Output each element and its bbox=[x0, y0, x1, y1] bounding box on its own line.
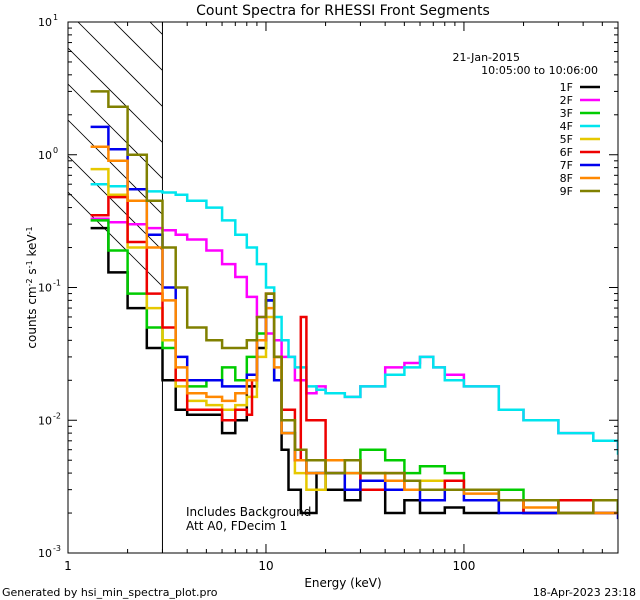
series-line-6f bbox=[90, 195, 618, 515]
chart-title: Count Spectra for RHESSI Front Segments bbox=[196, 3, 490, 19]
series-line-8f bbox=[90, 145, 618, 515]
series-line-2f bbox=[90, 217, 618, 450]
annotation-attenuator: Att A0, FDecim 1 bbox=[186, 519, 287, 533]
x-tick-label: 1 bbox=[64, 559, 72, 573]
x-tick-label: 10 bbox=[258, 559, 273, 573]
y-tick-label: 10 bbox=[38, 414, 52, 427]
y-tick-label: 10 bbox=[38, 282, 52, 295]
time-range-label: 10:05:00 to 10:06:00 bbox=[481, 64, 598, 77]
legend-label: 1F bbox=[560, 81, 573, 94]
hatch-line bbox=[149, 22, 163, 35]
hatch-line bbox=[77, 22, 163, 107]
hatch-line bbox=[68, 83, 163, 179]
hatched-region bbox=[68, 22, 163, 553]
y-tick-exponent: -1 bbox=[53, 279, 61, 288]
footer-generator: Generated by hsi_min_spectra_plot.pro bbox=[2, 586, 218, 599]
legend-label: 9F bbox=[560, 185, 573, 198]
annotation-background: Includes Background bbox=[186, 505, 311, 519]
y-tick-label: 10 bbox=[38, 16, 52, 29]
x-axis-label: Energy (keV) bbox=[304, 576, 381, 590]
y-axis-label: counts cm-2 s-1 keV-1 bbox=[25, 226, 40, 348]
legend-label: 5F bbox=[560, 133, 573, 146]
x-tick-labels: 1 10 100 bbox=[64, 559, 475, 573]
hatch-line bbox=[113, 22, 163, 71]
axis-ticks bbox=[67, 21, 619, 554]
legend-label: 6F bbox=[560, 146, 573, 159]
x-tick-label: 100 bbox=[452, 559, 475, 573]
series-line-4f bbox=[90, 182, 618, 455]
y-tick-label: 10 bbox=[38, 149, 52, 162]
hatch-line bbox=[68, 155, 163, 251]
hatch-line bbox=[68, 47, 163, 143]
legend-label: 7F bbox=[560, 159, 573, 172]
legend-label: 4F bbox=[560, 120, 573, 133]
date-label: 21-Jan-2015 bbox=[453, 51, 521, 64]
series-line-3f bbox=[90, 219, 618, 513]
series-line-9f bbox=[90, 90, 618, 515]
series-layer bbox=[90, 90, 618, 520]
y-tick-label: 10 bbox=[38, 547, 52, 560]
series-line-1f bbox=[90, 226, 618, 515]
legend-label: 2F bbox=[560, 94, 573, 107]
legend-label: 8F bbox=[560, 172, 573, 185]
y-tick-exponent: -3 bbox=[53, 544, 61, 553]
y-tick-exponent: 1 bbox=[53, 13, 58, 22]
y-tick-exponent: -2 bbox=[53, 411, 61, 420]
y-tick-exponent: 0 bbox=[53, 146, 58, 155]
legend-label: 3F bbox=[560, 107, 573, 120]
footer-timestamp: 18-Apr-2023 23:18 bbox=[533, 586, 636, 599]
